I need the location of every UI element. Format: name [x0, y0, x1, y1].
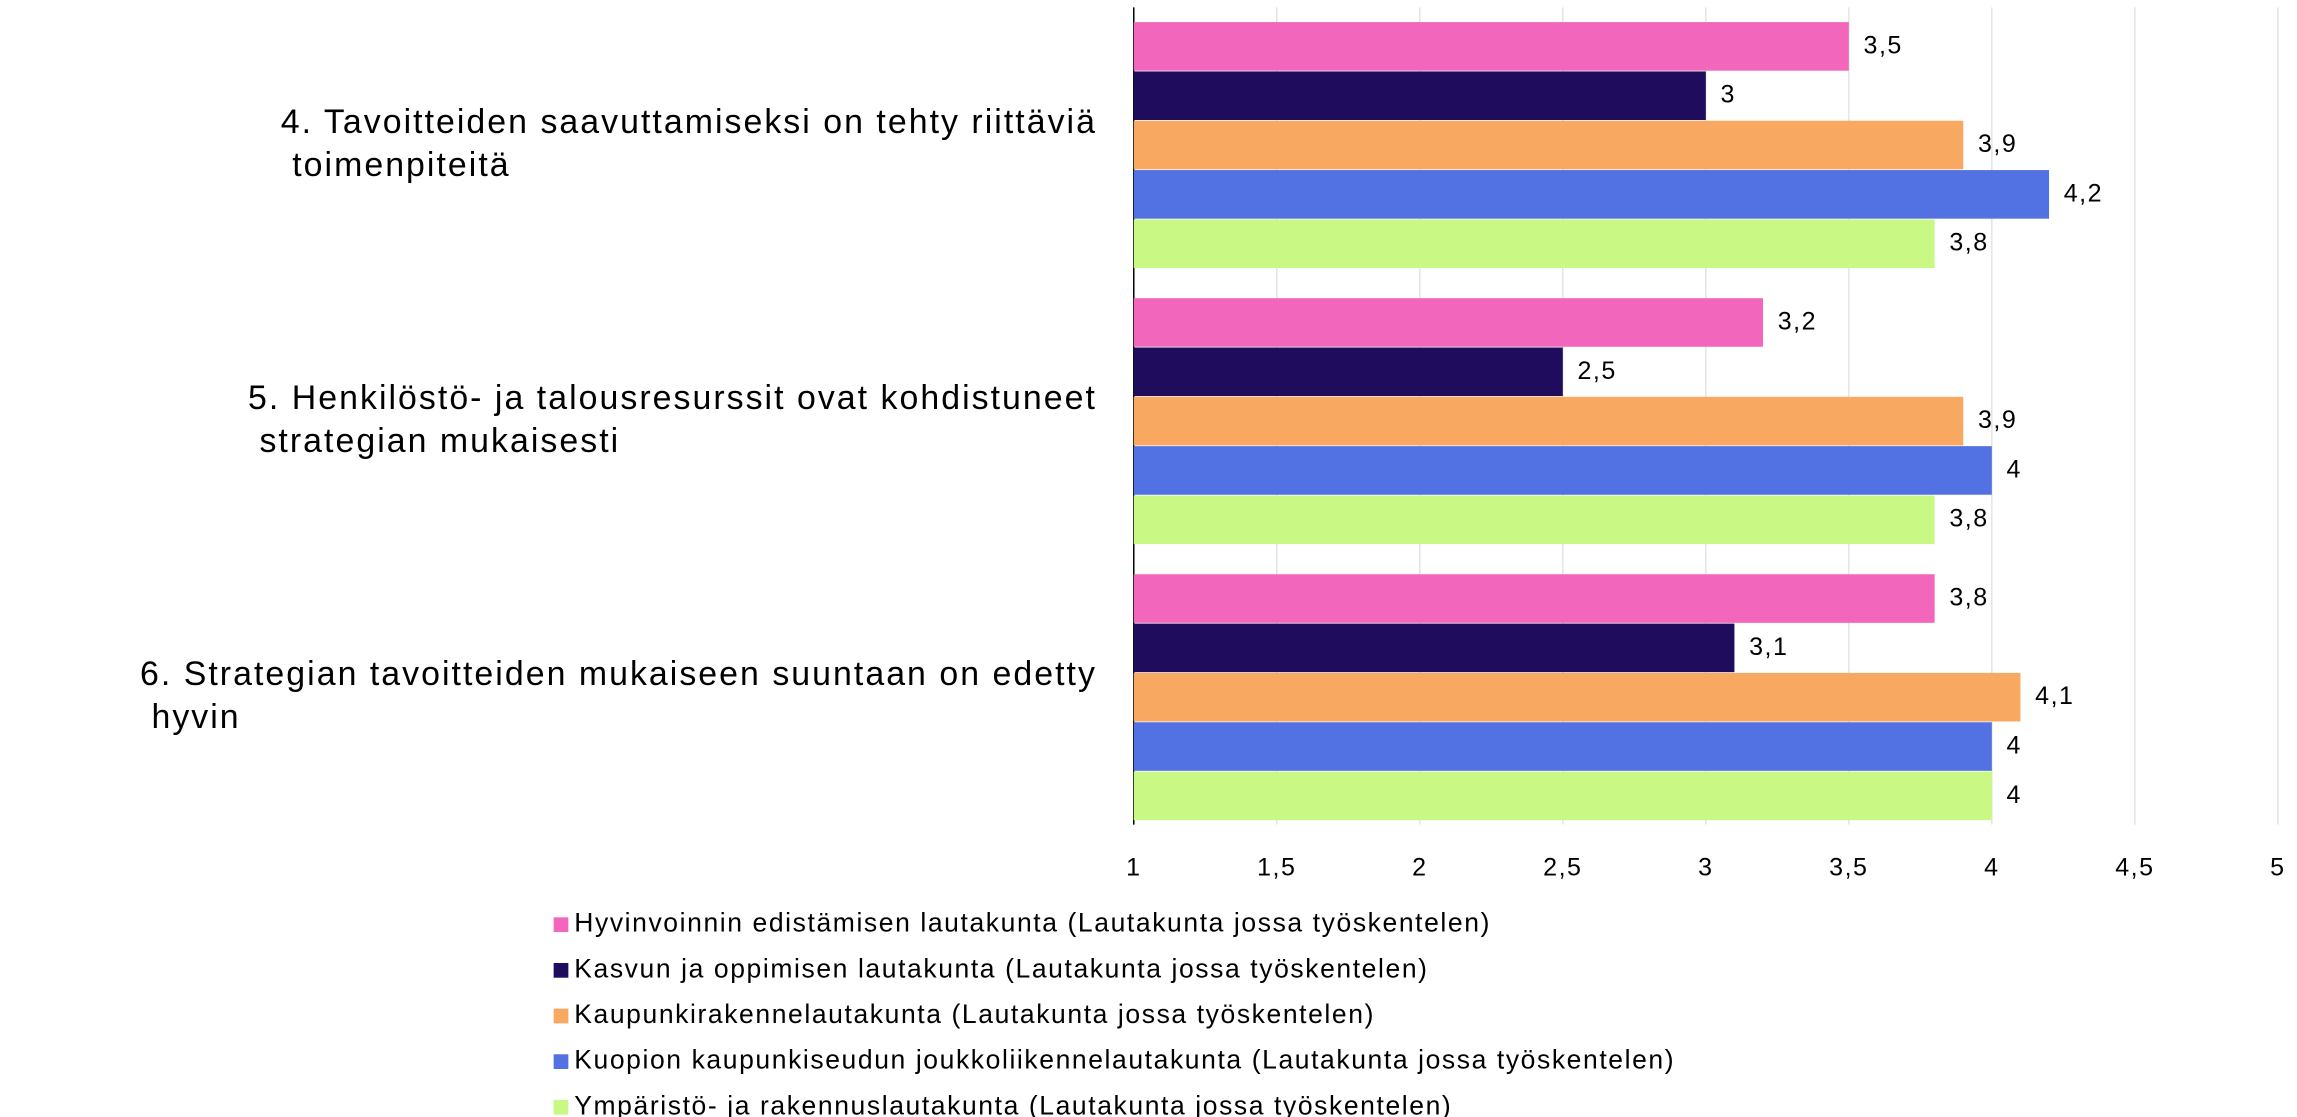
- x-tick-label: 3,5: [1829, 853, 1868, 881]
- bar: [1133, 623, 1735, 673]
- legend-swatch: [553, 1008, 569, 1024]
- data-label: 3,5: [1864, 31, 1903, 59]
- data-label: 2,5: [1578, 357, 1617, 385]
- data-label: 3,8: [1949, 229, 1988, 257]
- legend-swatch: [553, 962, 569, 978]
- data-label: 3,1: [1749, 633, 1788, 661]
- data-label: 4,2: [2064, 179, 2103, 207]
- data-label: 3: [1721, 81, 1736, 109]
- legend-label: Ympäristö- ja rakennuslautakunta (Lautak…: [574, 1090, 1452, 1117]
- category-label: 4. Tavoitteiden saavuttamiseksi on tehty…: [281, 103, 1097, 184]
- bar: [1133, 219, 1935, 268]
- data-label: 4: [2007, 732, 2022, 760]
- x-tick-label: 4,5: [2115, 853, 2154, 881]
- legend-swatch: [553, 1054, 569, 1069]
- bar: [1133, 120, 1964, 170]
- bar: [1133, 771, 1992, 821]
- bar: [1133, 22, 1849, 71]
- category-label: 6. Strategian tavoitteiden mukaiseen suu…: [140, 655, 1097, 736]
- data-label: 4: [2007, 455, 2022, 483]
- bar: [1133, 574, 1935, 623]
- bar: [1133, 71, 1706, 121]
- legend-swatch: [553, 917, 569, 933]
- data-label: 3,2: [1778, 307, 1817, 335]
- legend-label: Kasvun ja oppimisen lautakunta (Lautakun…: [574, 953, 1428, 983]
- bar: [1133, 170, 2050, 219]
- data-label: 3,8: [1949, 505, 1988, 533]
- bar: [1133, 446, 1992, 495]
- x-tick-label: 1: [1126, 853, 1141, 881]
- data-label: 4,1: [2035, 682, 2074, 710]
- bar: [1133, 722, 1992, 771]
- bar: [1133, 672, 2021, 722]
- legend-swatch: [553, 1099, 569, 1115]
- bar: [1133, 347, 1563, 397]
- bar: [1133, 298, 1764, 347]
- legend-label: Hyvinvoinnin edistämisen lautakunta (Lau…: [574, 908, 1491, 938]
- x-tick-label: 2,5: [1543, 853, 1582, 881]
- x-tick-label: 3: [1698, 853, 1713, 881]
- x-tick-label: 1,5: [1257, 853, 1296, 881]
- data-label: 3,9: [1978, 406, 2017, 434]
- category-label: 5. Henkilöstö- ja talousresurssit ovat k…: [248, 379, 1097, 460]
- bar: [1133, 495, 1935, 545]
- x-tick-label: 5: [2270, 853, 2285, 881]
- data-label: 3,8: [1949, 584, 1988, 612]
- data-label: 4: [2007, 781, 2022, 809]
- legend-label: Kuopion kaupunkiseudun joukkoliikennelau…: [574, 1045, 1675, 1075]
- x-tick-label: 2: [1412, 853, 1427, 881]
- data-label: 3,9: [1978, 130, 2017, 158]
- x-tick-label: 4: [1984, 853, 1999, 881]
- legend-label: Kaupunkirakennelautakunta (Lautakunta jo…: [574, 999, 1375, 1029]
- bar: [1133, 396, 1964, 446]
